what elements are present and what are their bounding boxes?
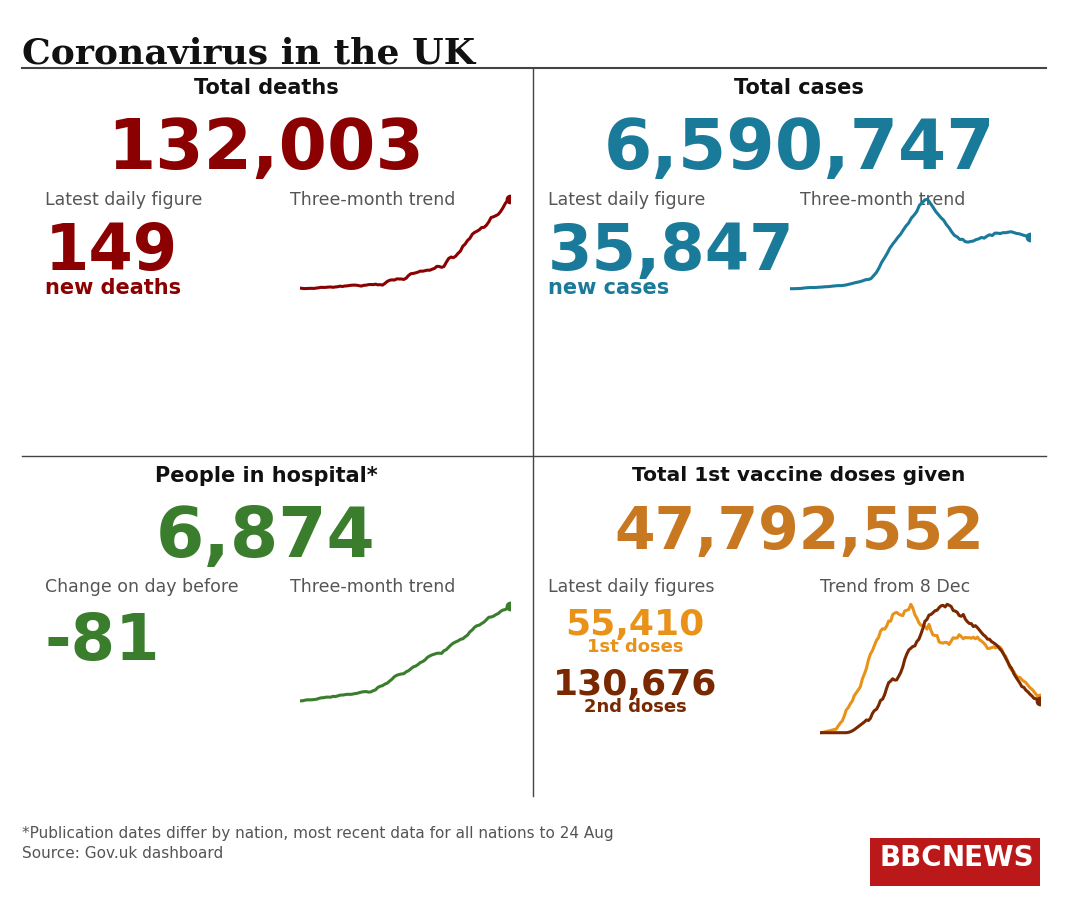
Text: -81: -81	[45, 611, 161, 673]
Text: Source: Gov.uk dashboard: Source: Gov.uk dashboard	[22, 846, 223, 861]
Text: Trend from 8 Dec: Trend from 8 Dec	[820, 578, 970, 596]
Text: Total 1st vaccine doses given: Total 1st vaccine doses given	[632, 466, 966, 485]
Text: 132,003: 132,003	[108, 116, 424, 183]
Text: 55,410: 55,410	[565, 608, 705, 642]
Text: new deaths: new deaths	[45, 278, 181, 298]
Text: 47,792,552: 47,792,552	[614, 504, 984, 561]
Text: NEWS: NEWS	[942, 844, 1035, 872]
Text: 1st doses: 1st doses	[586, 638, 683, 656]
Text: Total deaths: Total deaths	[194, 78, 338, 98]
Text: Latest daily figures: Latest daily figures	[548, 578, 714, 596]
Text: Three-month trend: Three-month trend	[800, 191, 966, 209]
Text: 2nd doses: 2nd doses	[583, 698, 687, 716]
Text: 130,676: 130,676	[553, 668, 717, 702]
Text: Three-month trend: Three-month trend	[290, 578, 455, 596]
Text: People in hospital*: People in hospital*	[155, 466, 377, 486]
Text: Latest daily figure: Latest daily figure	[548, 191, 706, 209]
Text: 35,847: 35,847	[548, 221, 794, 283]
Text: BBC: BBC	[881, 844, 942, 872]
Bar	[870, 838, 1040, 886]
Text: Change on day before: Change on day before	[45, 578, 239, 596]
Text: new cases: new cases	[548, 278, 669, 298]
Text: Coronavirus in the UK: Coronavirus in the UK	[22, 36, 475, 70]
Text: *Publication dates differ by nation, most recent data for all nations to 24 Aug: *Publication dates differ by nation, mos…	[22, 826, 614, 841]
Text: 149: 149	[45, 221, 178, 283]
Text: Three-month trend: Three-month trend	[290, 191, 455, 209]
Text: 6,590,747: 6,590,747	[603, 116, 995, 183]
Text: 6,874: 6,874	[156, 504, 376, 571]
Text: Total cases: Total cases	[734, 78, 863, 98]
Text: Latest daily figure: Latest daily figure	[45, 191, 203, 209]
